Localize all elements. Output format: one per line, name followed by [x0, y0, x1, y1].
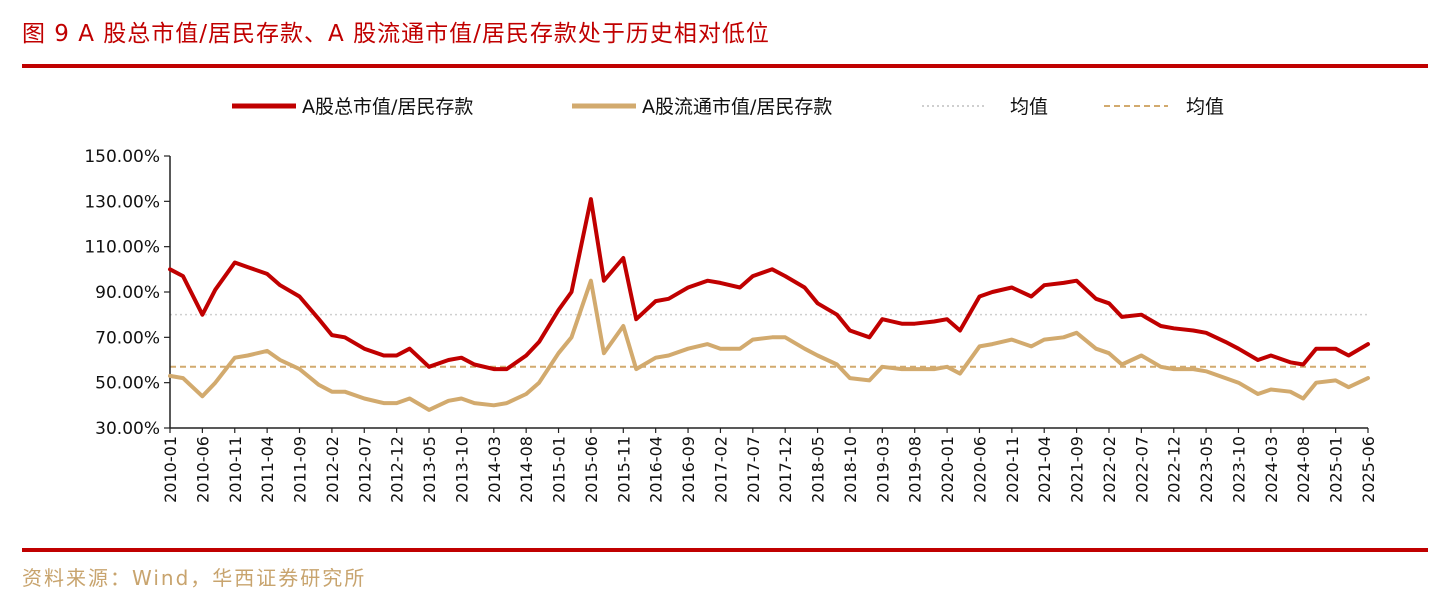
y-tick-label: 70.00% [95, 328, 160, 348]
x-tick-label: 2020-01 [938, 436, 957, 503]
legend-label-1: A股总市值/居民存款 [302, 96, 473, 118]
x-tick-label: 2011-04 [258, 436, 277, 503]
x-tick-label: 2021-09 [1068, 436, 1087, 503]
x-tick-label: 2025-06 [1359, 436, 1378, 503]
x-tick-label: 2020-11 [1003, 436, 1022, 503]
legend-label-3: 均值 [1010, 96, 1048, 118]
chart-container: A股总市值/居民存款 A股流通市值/居民存款 均值 均值 30.00% 50.00% 70.… [0, 70, 1444, 548]
x-tick-label: 2018-10 [841, 436, 860, 503]
y-tick-label: 150.00% [84, 147, 160, 167]
x-tick-label: 2017-12 [776, 436, 795, 503]
x-tick-label: 2023-05 [1197, 436, 1216, 503]
y-tick-label: 130.00% [84, 192, 160, 212]
x-tick-label: 2013-10 [452, 436, 471, 503]
source-note: 资料来源：Wind，华西证券研究所 [22, 566, 367, 590]
footer-rule [22, 548, 1428, 552]
x-tick-label: 2012-07 [355, 436, 374, 503]
series-line-float [168, 278, 1370, 412]
x-tick-label: 2024-08 [1294, 436, 1313, 503]
x-tick-label: 2025-01 [1327, 436, 1346, 503]
x-tick-label: 2010-11 [226, 436, 245, 503]
x-tick-label: 2018-05 [809, 436, 828, 503]
x-tick-label: 2010-06 [193, 436, 212, 503]
x-tick-label: 2022-07 [1132, 436, 1151, 503]
x-tick-label: 2010-01 [161, 436, 180, 503]
x-tick-label: 2023-10 [1229, 436, 1248, 503]
x-tick-label: 2019-08 [906, 436, 925, 503]
y-tick-label: 110.00% [84, 238, 160, 258]
x-tick-label: 2014-03 [485, 436, 504, 503]
line-chart: A股总市值/居民存款 A股流通市值/居民存款 均值 均值 30.00% 50.00% 70.… [84, 96, 1378, 503]
x-tick-label: 2022-12 [1165, 436, 1184, 503]
title-rule [22, 64, 1428, 68]
legend-label-4: 均值 [1186, 96, 1224, 118]
x-tick-label: 2012-12 [388, 436, 407, 503]
x-tick-label: 2017-07 [744, 436, 763, 503]
y-tick-label: 90.00% [95, 283, 160, 303]
x-tick-label: 2015-06 [582, 436, 601, 503]
x-tick-label: 2024-03 [1262, 436, 1281, 503]
x-tick-label: 2012-02 [323, 436, 342, 503]
x-tick-label: 2011-09 [291, 436, 310, 503]
x-tick-label: 2016-09 [679, 436, 698, 503]
x-tick-label: 2016-04 [647, 436, 666, 503]
x-tick-label: 2022-02 [1100, 436, 1119, 503]
x-tick-label: 2020-06 [970, 436, 989, 503]
figure-title: 图 9 A 股总市值/居民存款、A 股流通市值/居民存款处于历史相对低位 [22, 21, 770, 47]
x-tick-label: 2019-03 [873, 436, 892, 503]
x-tick-label: 2015-11 [614, 436, 633, 503]
x-tick-label: 2013-05 [420, 436, 439, 503]
y-tick-label: 30.00% [95, 419, 160, 439]
x-tick-label: 2021-04 [1035, 436, 1054, 503]
series-line-total [168, 197, 1370, 372]
legend-label-2: A股流通市值/居民存款 [642, 96, 832, 118]
x-tick-label: 2017-02 [711, 436, 730, 503]
x-tick-label: 2014-08 [517, 436, 536, 503]
x-tick-label: 2015-01 [550, 436, 569, 503]
y-tick-label: 50.00% [95, 374, 160, 394]
